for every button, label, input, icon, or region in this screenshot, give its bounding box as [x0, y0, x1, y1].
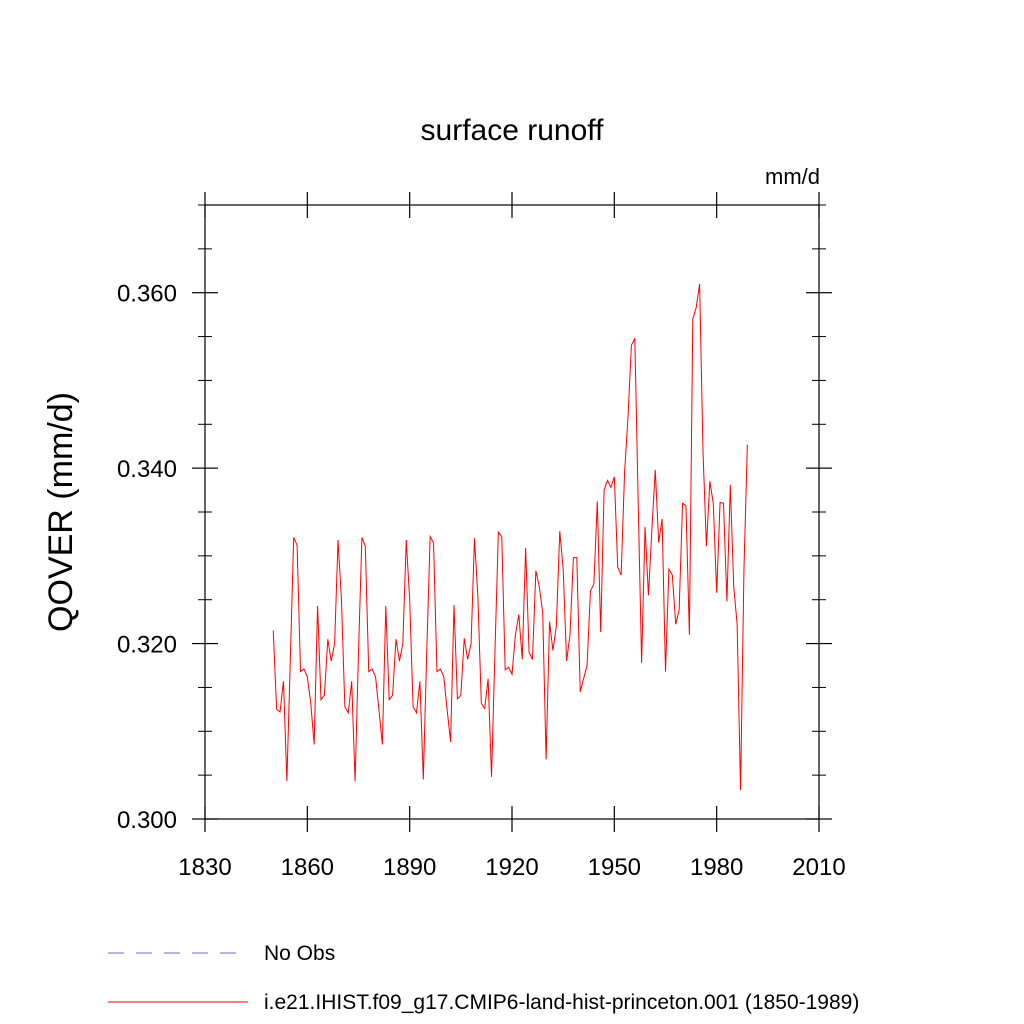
chart-title: surface runoff [421, 114, 605, 147]
x-tick-label: 1920 [485, 854, 538, 881]
plot-frame [204, 204, 820, 820]
y-tick-label: 0.340 [117, 456, 177, 483]
x-tick-label: 1890 [383, 854, 436, 881]
axis-tick-labels: 1830 1860 1890 1920 1950 1980 2010 0.300 0.320 0.… [117, 281, 846, 881]
y-tick-label: 0.360 [117, 281, 177, 308]
legend-label: i.e21.IHIST.f09_g17.CMIP6-land-hist-prin… [264, 991, 859, 1014]
y-tick-label: 0.320 [117, 632, 177, 659]
units-label: mm/d [765, 164, 820, 189]
x-tick-label: 2010 [792, 854, 845, 881]
x-tick-label: 1860 [281, 854, 334, 881]
axis-ticks [192, 192, 832, 832]
y-tick-label: 0.300 [117, 807, 177, 834]
series-line [272, 283, 748, 791]
y-axis-label: QOVER (mm/d) [42, 392, 80, 632]
legend: No Obs i.e21.IHIST.f09_g17.CMIP6-land-his… [108, 942, 859, 1014]
series-group [272, 283, 748, 791]
x-tick-label: 1980 [690, 854, 743, 881]
x-tick-label: 1830 [178, 854, 231, 881]
legend-label: No Obs [264, 942, 335, 965]
x-tick-label: 1950 [588, 854, 641, 881]
